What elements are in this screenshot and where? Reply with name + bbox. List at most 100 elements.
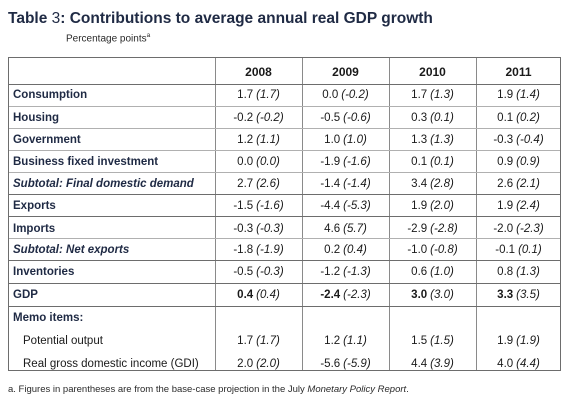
value-cell: 4.6 (5.7) <box>302 218 389 239</box>
value-cell: 0.0 (0.0) <box>215 151 302 173</box>
projection-value: (1.3) <box>430 89 454 101</box>
row-divider <box>9 283 560 284</box>
actual-value: 2.0 <box>237 358 254 370</box>
actual-value: 1.9 <box>411 200 428 212</box>
table-title-number: 3 <box>51 10 61 27</box>
value-cell: 2.0 (2.0) <box>215 353 302 375</box>
row-divider <box>9 306 560 307</box>
projection-value: (0.1) <box>518 244 542 256</box>
value-cell: -2.4 (-2.3) <box>302 284 389 306</box>
value-cell: 4.4 (3.9) <box>389 353 476 375</box>
actual-value: 2.7 <box>237 178 254 190</box>
value-cell: 1.9 (2.4) <box>476 195 561 217</box>
actual-value: -1.0 <box>407 244 428 256</box>
value-cell: 0.0 (-0.2) <box>302 84 389 106</box>
table-row: Subtotal: Net exports -1.8 (-1.9) 0.2 (0.4) -… <box>9 239 560 261</box>
value-cell: 1.3 (1.3) <box>389 129 476 151</box>
table-row: Consumption 1.7 (1.7) 0.0 (-0.2) 1.7 (1.3) 1.9(… <box>9 84 560 106</box>
projection-value: (2.0) <box>430 200 454 212</box>
projection-value: (4.4) <box>516 358 540 370</box>
projection-value: (1.3) <box>516 266 540 278</box>
projection-value: (-0.3) <box>256 222 284 235</box>
table-row: Exports -1.5 (-1.6) -4.4 (-5.3) 1.9 (2.0) 1.9 (2… <box>9 195 560 217</box>
projection-value: (-0.6) <box>343 112 371 124</box>
row-divider <box>9 194 560 195</box>
projection-value: (1.1) <box>343 335 367 347</box>
table-title: Table 3: Contributions to average annual… <box>8 10 433 28</box>
table-footnote: a. Figures in parentheses are from the b… <box>8 384 409 395</box>
column-divider <box>476 58 477 370</box>
projection-value: (0.4) <box>256 289 280 301</box>
column-divider <box>215 58 216 370</box>
row-label: Subtotal: Final domestic demand <box>13 178 194 190</box>
value-cell: 1.7 (1.7) <box>215 84 302 106</box>
value-cell: 0.6 (1.0) <box>389 261 476 283</box>
actual-value: 0.8 <box>497 266 514 278</box>
row-divider <box>9 84 560 85</box>
projection-value: (0.1) <box>430 112 454 124</box>
value-cell: 0.9 (0.9) <box>476 151 561 173</box>
row-label: Imports <box>13 222 56 235</box>
projection-value: (2.4) <box>516 200 540 212</box>
row-label: Government <box>13 134 81 146</box>
row-divider <box>9 238 560 239</box>
actual-value: 1.3 <box>411 134 428 146</box>
actual-value: 1.2 <box>237 134 254 146</box>
actual-value: -0.1 <box>495 244 516 256</box>
actual-value: 0.3 <box>411 112 428 124</box>
table-row: Memo items: <box>9 307 560 329</box>
projection-value: (-2.3) <box>343 289 371 301</box>
value-cell: -0.3 (-0.3) <box>215 218 302 239</box>
actual-value: -1.4 <box>320 178 341 190</box>
row-label: Business fixed investment <box>13 156 159 168</box>
row-divider <box>9 172 560 173</box>
projection-value: (-0.3) <box>256 266 284 278</box>
projection-value: (-5.3) <box>343 200 371 212</box>
row-label: Housing <box>13 112 59 124</box>
projection-value: (2.0) <box>256 358 280 370</box>
row-label: Potential output <box>23 335 103 347</box>
row-label: Consumption <box>13 89 88 101</box>
projection-value: (2.8) <box>430 178 454 190</box>
value-cell: 1.9 (1.9) <box>476 330 561 352</box>
projection-value: (-0.4) <box>516 134 544 146</box>
value-cell: 1.9 (2.0) <box>389 195 476 217</box>
projection-value: (1.5) <box>430 335 454 347</box>
value-cell: 3.4 (2.8) <box>389 173 476 195</box>
actual-value: -1.2 <box>320 266 341 278</box>
projection-value: (1.7) <box>256 89 280 101</box>
value-cell: 1.2 (1.1) <box>215 129 302 151</box>
value-cell: 2.6 (2.1) <box>476 173 561 195</box>
row-divider <box>9 150 560 151</box>
row-divider <box>9 106 560 107</box>
projection-value: (0.0) <box>256 156 280 168</box>
projection-value: (3.0) <box>430 289 454 301</box>
projection-value: (-1.6) <box>256 200 284 212</box>
row-label: GDP <box>13 289 38 301</box>
projection-value: (0.2) <box>516 112 540 124</box>
value-cell: -1.9 (-1.6) <box>302 151 389 173</box>
column-header: 2011 <box>505 65 532 79</box>
row-label: Exports <box>13 200 56 212</box>
actual-value: -2.0 <box>493 222 514 235</box>
actual-value: 4.0 <box>497 358 514 370</box>
actual-value: 3.3 <box>497 289 514 301</box>
footnote-report-name: Monetary Policy Report <box>307 384 407 395</box>
footnote-tail: . <box>406 384 409 395</box>
column-divider <box>302 58 303 370</box>
table-row: Inventories -0.5 (-0.3) -1.2 (-1.3) 0.6 (1.0) 0… <box>9 261 560 283</box>
row-divider <box>9 216 560 217</box>
actual-value: -0.3 <box>493 134 514 146</box>
value-cell: -5.6 (-5.9) <box>302 353 389 375</box>
table-row: Subtotal: Final domestic demand 2.7 (2.6) -… <box>9 173 560 195</box>
projection-value: (0.9) <box>516 156 540 168</box>
actual-value: -5.6 <box>320 358 341 370</box>
value-cell: 0.1 (0.2) <box>476 107 561 129</box>
value-cell: -0.1 (0.1) <box>476 239 561 261</box>
value-cell: 3.0 (3.0) <box>389 284 476 306</box>
table-row: Business fixed investment 0.0 (0.0) -1.9 (-1… <box>9 151 560 173</box>
actual-value: -4.4 <box>320 200 341 212</box>
value-cell: 3.3 (3.5) <box>476 284 561 306</box>
value-cell: -1.2 (-1.3) <box>302 261 389 283</box>
actual-value: -1.9 <box>320 156 341 168</box>
